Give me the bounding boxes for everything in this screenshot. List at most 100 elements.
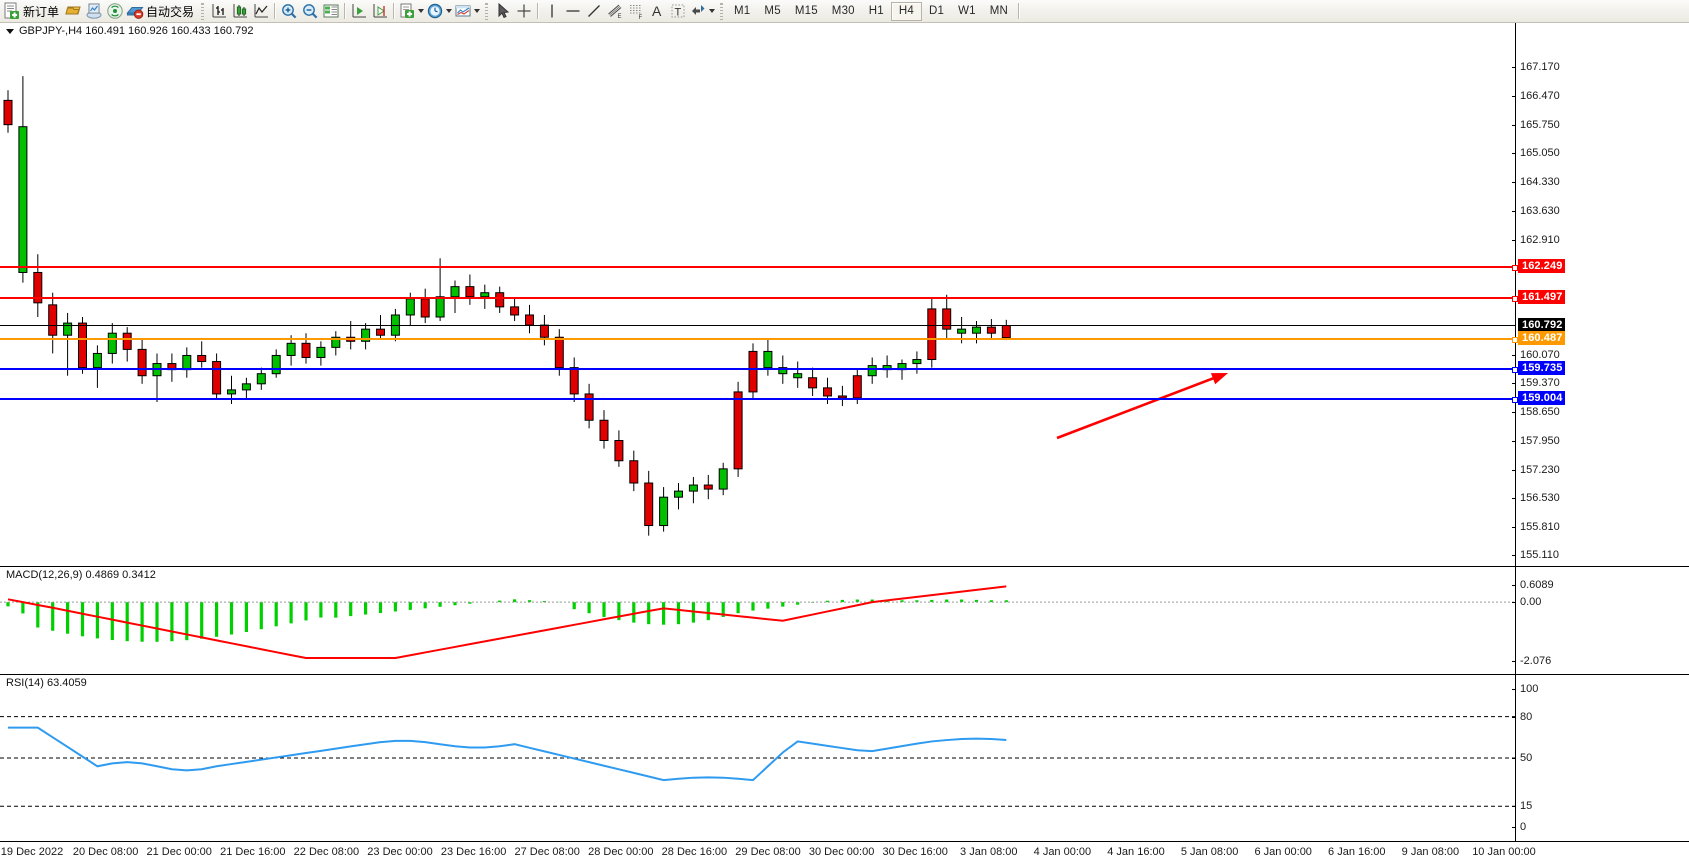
- timeframe-w1[interactable]: W1: [958, 5, 976, 17]
- price-axis-tick-mark: [1512, 412, 1515, 414]
- timeframe-m1[interactable]: M1: [734, 5, 751, 17]
- cursor-tool-button[interactable]: [492, 1, 513, 22]
- price-axis-tick-mark: [1512, 497, 1515, 499]
- auto-scroll-button[interactable]: [348, 1, 369, 22]
- arrows-icon: [692, 5, 705, 15]
- price-pane[interactable]: 167.170 166.470 165.750 165.050 164.330 163.6…: [0, 23, 1689, 566]
- chart-shift-button[interactable]: [369, 1, 390, 22]
- chart-menu-icon[interactable]: [6, 28, 14, 34]
- chevron-down-icon[interactable]: [418, 9, 425, 13]
- price-axis-tick-mark: [1512, 95, 1515, 97]
- toolbar-grip-3[interactable]: [718, 1, 726, 21]
- price-axis-tick-mark: [1512, 440, 1515, 442]
- text-label-button[interactable]: T: [667, 1, 688, 22]
- auto-trading-button[interactable]: 自动交易: [125, 1, 197, 22]
- timeframe-mn[interactable]: MN: [989, 5, 1009, 17]
- macd-axis-tick-mark: [1512, 660, 1515, 662]
- resistance-1-tag[interactable]: 161.497: [1518, 289, 1566, 304]
- expert-advisor-icon: [126, 7, 144, 19]
- rsi-axis-tick-mark: [1512, 758, 1515, 759]
- price-chart-canvas[interactable]: [0, 23, 1515, 566]
- support-1-line[interactable]: [0, 367, 1518, 374]
- arrows-button[interactable]: [688, 1, 716, 22]
- entry-level-line[interactable]: [0, 336, 1518, 343]
- timeframe-d1[interactable]: D1: [929, 5, 945, 17]
- macd-axis-tick: 0.6089: [1520, 578, 1554, 591]
- chevron-down-icon[interactable]: [474, 9, 481, 13]
- support-1-tag[interactable]: 159.735: [1518, 361, 1566, 376]
- time-axis-tick: 21 Dec 00:00: [146, 846, 212, 858]
- resistance-2-tag[interactable]: 162.249: [1518, 259, 1566, 274]
- timeframe-h4[interactable]: H4: [890, 1, 922, 21]
- equidistant-channel-button[interactable]: E: [604, 1, 625, 22]
- toolbar-grip-2[interactable]: [483, 1, 491, 21]
- add-indicator-icon: [400, 3, 415, 18]
- macd-axis-tick-mark: [1512, 602, 1515, 604]
- support-1-handle[interactable]: [1512, 367, 1518, 374]
- toolbar-separator-4: [534, 2, 541, 21]
- price-axis-tick: 156.530: [1520, 491, 1560, 504]
- chevron-down-icon[interactable]: [446, 9, 453, 13]
- time-axis-tick: 4 Jan 16:00: [1107, 846, 1165, 858]
- chevron-down-icon[interactable]: [709, 9, 716, 13]
- time-axis-tick: 28 Dec 00:00: [588, 846, 654, 858]
- timeframe-m30[interactable]: M30: [831, 5, 855, 17]
- new-order-icon: [4, 2, 19, 19]
- toolbar-separator-3: [390, 2, 397, 21]
- chart-window[interactable]: GBPJPY-,H4 160.491 160.926 160.433 160.7…: [0, 23, 1689, 861]
- price-axis-tick-mark: [1512, 469, 1515, 471]
- current-price-tag[interactable]: 160.792: [1518, 318, 1566, 333]
- timeframe-h1[interactable]: H1: [868, 5, 884, 17]
- vertical-line-button[interactable]: [541, 1, 562, 22]
- rsi-pane[interactable]: RSI(14) 63.4059 100 80 50 15 0: [0, 674, 1689, 841]
- rsi-chart-canvas[interactable]: [0, 675, 1515, 841]
- trendline-button[interactable]: [583, 1, 604, 22]
- line-chart-button[interactable]: [250, 1, 271, 22]
- auto-scroll-icon: [352, 4, 366, 18]
- resistance-2-line[interactable]: [0, 265, 1518, 272]
- price-axis-tick-mark: [1512, 383, 1515, 384]
- zoom-in-button[interactable]: [278, 1, 299, 22]
- crosshair-tool-button[interactable]: [513, 1, 534, 22]
- add-indicator-button[interactable]: [397, 1, 425, 22]
- fibonacci-button[interactable]: F: [625, 1, 646, 22]
- resistance-1-line[interactable]: [0, 295, 1518, 302]
- time-axis[interactable]: 19 Dec 2022 20 Dec 08:00 21 Dec 00:00 21 De…: [0, 841, 1689, 861]
- rsi-axis-tick-mark: [1512, 806, 1515, 808]
- text-tool-button[interactable]: A: [646, 1, 667, 22]
- time-axis-tick: 30 Dec 16:00: [882, 846, 948, 858]
- templates-button[interactable]: [453, 1, 481, 22]
- period-button[interactable]: [425, 1, 453, 22]
- entry-level-tag[interactable]: 160.487: [1518, 330, 1566, 345]
- candlestick-icon: [233, 4, 247, 18]
- support-2-tag[interactable]: 159.004: [1518, 390, 1566, 405]
- zoom-out-button[interactable]: [299, 1, 320, 22]
- support-2-line[interactable]: [0, 396, 1518, 403]
- data-window-button[interactable]: [320, 1, 341, 22]
- toolbar-separator-5: [1015, 2, 1022, 21]
- market-watch-button[interactable]: [104, 1, 125, 22]
- support-2-handle[interactable]: [1512, 396, 1518, 403]
- main-toolbar: 新订单: [0, 0, 1689, 23]
- profiles-button[interactable]: [83, 1, 104, 22]
- macd-axis-tick: 0.00: [1520, 596, 1542, 609]
- resistance-1-handle[interactable]: [1512, 295, 1518, 302]
- profiles-icon: [86, 3, 102, 19]
- data-window-icon: [323, 4, 339, 18]
- new-order-button[interactable]: 新订单: [2, 1, 62, 22]
- toolbar-grip-1[interactable]: [199, 1, 207, 21]
- current-price-line[interactable]: [0, 325, 1515, 327]
- candlestick-chart-button[interactable]: [229, 1, 250, 22]
- timeframe-m15[interactable]: M15: [794, 5, 818, 17]
- timeframe-m5[interactable]: M5: [764, 5, 781, 17]
- horizontal-line-button[interactable]: [562, 1, 583, 22]
- signal-icon: [106, 3, 123, 19]
- charts-button[interactable]: [62, 1, 83, 22]
- macd-pane[interactable]: MACD(12,26,9) 0.4869 0.3412 0.6089 0.00 -2…: [0, 566, 1689, 674]
- fibonacci-icon: F: [629, 5, 642, 20]
- bar-chart-button[interactable]: [208, 1, 229, 22]
- price-axis-tick: 157.230: [1520, 463, 1560, 476]
- entry-level-handle[interactable]: [1512, 336, 1518, 343]
- resistance-2-handle[interactable]: [1512, 265, 1518, 272]
- macd-chart-canvas[interactable]: [0, 567, 1515, 674]
